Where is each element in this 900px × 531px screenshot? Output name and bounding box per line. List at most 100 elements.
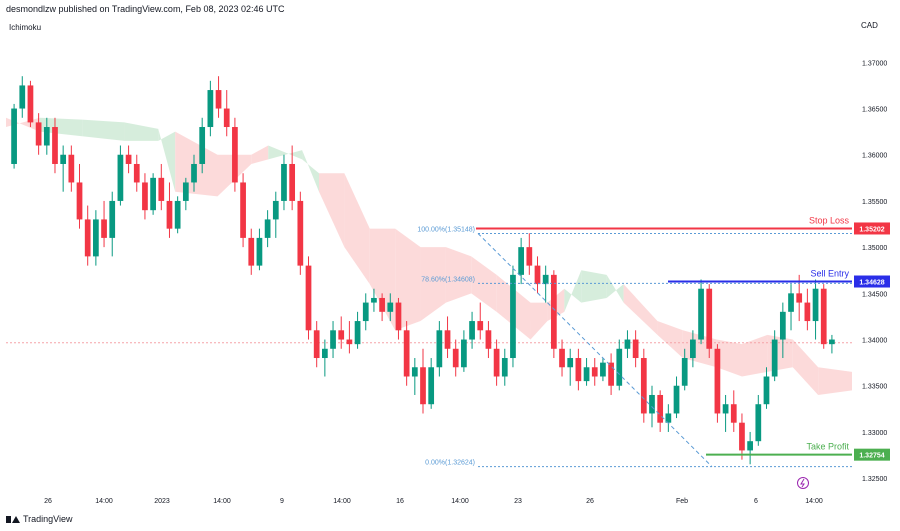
candle-body xyxy=(452,348,459,368)
candle-body xyxy=(215,90,222,109)
currency-label: CAD xyxy=(861,21,878,30)
candle-body xyxy=(616,348,623,386)
candle-body xyxy=(706,288,713,349)
price-tick-label: 1.36500 xyxy=(862,107,887,114)
candle-body xyxy=(428,367,435,405)
price-tick-label: 1.36000 xyxy=(862,153,887,160)
price-tick-label: 1.34500 xyxy=(862,291,887,298)
level-price-tag xyxy=(854,222,890,235)
cloud-segment xyxy=(124,122,159,141)
candle-body xyxy=(297,200,304,266)
time-tick-label: 2023 xyxy=(154,498,170,505)
level-price-label: 1.35202 xyxy=(859,226,884,233)
candle-body xyxy=(182,182,189,201)
cloud-segment xyxy=(268,145,303,160)
candle-body xyxy=(207,90,214,128)
candle-body xyxy=(788,293,794,312)
candle-body xyxy=(232,127,238,183)
candle-body xyxy=(461,339,467,368)
candle-body xyxy=(109,200,116,238)
candle-body xyxy=(501,358,508,377)
time-tick-label: 26 xyxy=(44,498,52,505)
candle-body xyxy=(542,274,549,285)
candle-body xyxy=(411,367,418,377)
candle-body xyxy=(76,182,83,220)
candle-body xyxy=(313,330,320,359)
price-tick-label: 1.32500 xyxy=(862,476,887,483)
level-price-tag xyxy=(854,275,890,288)
ichimoku-cloud xyxy=(6,117,852,395)
cloud-segment xyxy=(530,302,548,340)
candle-body xyxy=(395,302,402,331)
candle-body xyxy=(371,297,377,303)
publish-info: desmondlzw published on TradingView.com,… xyxy=(6,4,285,14)
candle-body xyxy=(52,127,58,164)
candle-body xyxy=(640,358,647,414)
candles xyxy=(11,76,835,465)
cloud-segment xyxy=(344,173,370,285)
candle-body xyxy=(485,330,492,349)
candle-body xyxy=(403,330,410,377)
fib-label: 78.60%(1.34608) xyxy=(421,276,475,283)
lightning-bolt-icon xyxy=(800,478,805,488)
candle-body xyxy=(379,297,385,312)
time-tick-label: Feb xyxy=(676,498,688,505)
level-name: Stop Loss xyxy=(809,215,850,225)
cloud-segment xyxy=(82,119,125,141)
candle-body xyxy=(248,237,255,266)
candle-body xyxy=(240,182,246,238)
candle-body xyxy=(321,348,328,359)
candle-body xyxy=(264,219,271,238)
time-tick-label: 14:00 xyxy=(333,498,351,505)
candle-body xyxy=(289,163,296,201)
candle-body xyxy=(714,348,721,414)
candle-body xyxy=(281,163,287,201)
candle-body xyxy=(771,339,778,377)
candle-body xyxy=(657,394,664,423)
candle-body xyxy=(101,219,107,238)
cloud-segment xyxy=(420,247,446,322)
candle-body xyxy=(812,288,819,322)
candle-body xyxy=(166,200,173,229)
candle-body xyxy=(681,358,688,386)
price-tick-label: 1.34000 xyxy=(862,338,887,345)
candle-body xyxy=(330,330,336,349)
candle-body xyxy=(755,404,762,442)
candle-body xyxy=(829,339,835,345)
candle-body xyxy=(796,293,803,303)
candle-body xyxy=(510,274,516,359)
candle-body xyxy=(338,330,345,340)
candle-body xyxy=(362,302,369,322)
candle-body xyxy=(11,108,17,164)
candle-body xyxy=(575,358,582,382)
candle-body xyxy=(739,422,745,451)
lightning-icon xyxy=(797,477,809,489)
candle-body xyxy=(93,219,99,257)
candle-body xyxy=(354,321,361,345)
level-name: Sell Entry xyxy=(810,269,849,279)
cloud-segment xyxy=(251,145,269,164)
cloud-segment xyxy=(606,274,624,303)
time-tick-label: 6 xyxy=(754,498,758,505)
candle-body xyxy=(19,85,26,109)
candle-body xyxy=(387,302,394,312)
time-tick-label: 14:00 xyxy=(805,498,823,505)
candle-body xyxy=(305,265,312,331)
candle-body xyxy=(608,362,614,386)
candle-body xyxy=(698,288,704,340)
candle-body xyxy=(191,163,197,183)
candle-body xyxy=(747,441,753,451)
tradingview-logo-icon xyxy=(6,515,20,524)
cloud-segment xyxy=(742,334,768,377)
candle-body xyxy=(673,385,680,414)
price-tick-label: 1.37000 xyxy=(862,60,887,67)
footer[interactable]: TradingView xyxy=(6,514,73,524)
price-tick-label: 1.33500 xyxy=(862,384,887,391)
candle-body xyxy=(779,311,786,340)
fib-label: 100.00%(1.35148) xyxy=(417,226,475,233)
candle-body xyxy=(436,330,443,368)
candle-body xyxy=(174,200,181,229)
candle-body xyxy=(125,154,132,164)
fib-trend-line xyxy=(477,233,713,468)
